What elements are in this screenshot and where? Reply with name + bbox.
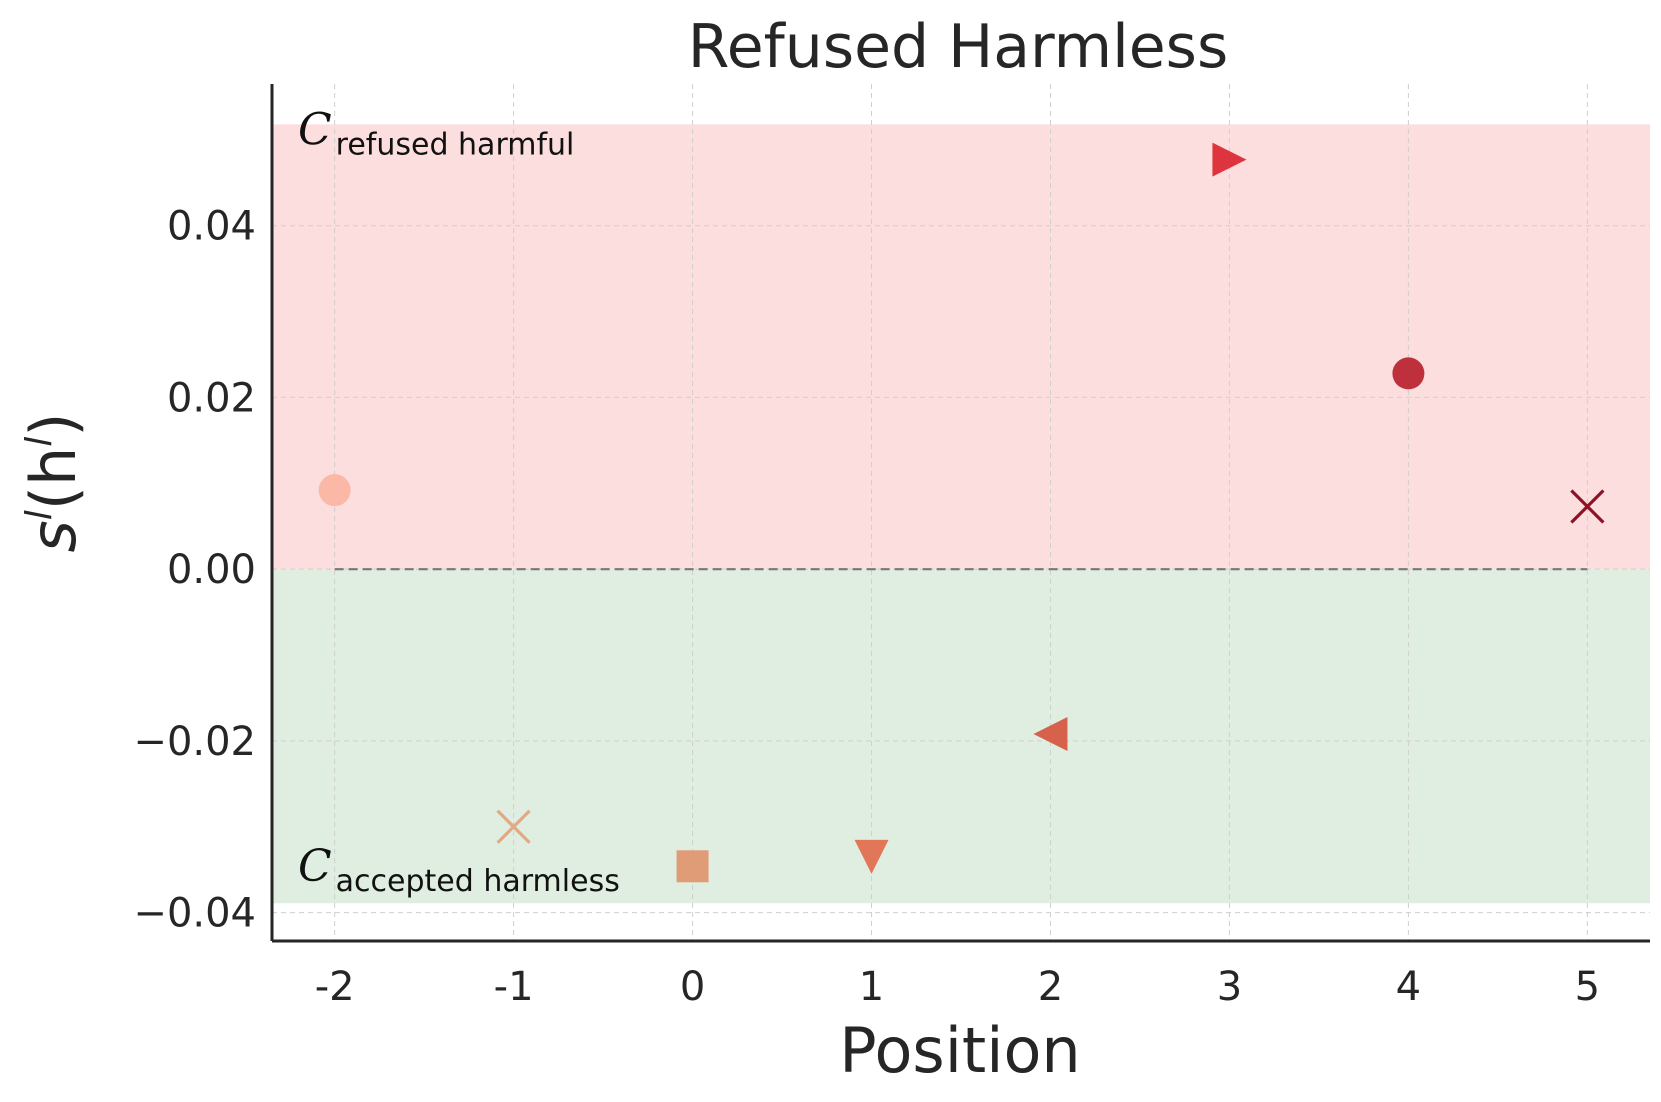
y-tick-label: 0.00 [167, 547, 256, 593]
data-point-circle [1392, 357, 1425, 390]
y-label-sup: l [19, 510, 60, 520]
x-tick-label: 0 [680, 964, 705, 1010]
chart-title: Refused Harmless [688, 12, 1228, 82]
x-tick-label: 4 [1396, 964, 1421, 1010]
y-tick-label: −0.04 [133, 891, 256, 937]
region-label-symbol: C [298, 104, 332, 155]
data-point-triangle-down [854, 839, 889, 874]
y-label-arg-close: ) [17, 412, 90, 436]
data-point-x [496, 809, 531, 844]
background-regions [272, 124, 1650, 904]
data-point-triangle-left [1033, 717, 1068, 752]
x-tick-label: -2 [315, 964, 355, 1010]
data-point-square [676, 850, 709, 883]
x-tick-label: -1 [494, 964, 534, 1010]
gridlines [272, 84, 1650, 941]
x-axis-label: Position [839, 1014, 1080, 1087]
y-tick-label: −0.02 [133, 719, 256, 765]
region-label-symbol: C [298, 841, 332, 892]
data-point-triangle-right [1212, 142, 1247, 177]
x-tick-label: 2 [1038, 964, 1063, 1010]
data-point-circle [318, 474, 351, 507]
x-tick-label: 5 [1575, 964, 1600, 1010]
y-tick-labels: −0.04 −0.02 0.00 0.02 0.04 [133, 204, 256, 937]
y-label-arg-sup: l [19, 437, 60, 447]
y-tick-label: 0.04 [167, 204, 256, 250]
y-axis-label: sl(hl) [17, 412, 90, 552]
data-points [318, 142, 1605, 883]
x-tick-label: 1 [859, 964, 884, 1010]
region-label-subscript: accepted harmless [336, 864, 620, 899]
y-tick-label: 0.02 [167, 375, 256, 421]
x-tick-label: 3 [1217, 964, 1242, 1010]
y-label-arg-open: (h [17, 447, 90, 510]
y-label-base: s [17, 520, 90, 552]
data-point-x [1570, 489, 1605, 524]
x-tick-labels: -2 -1 0 1 2 3 4 5 [315, 964, 1600, 1010]
axes [270, 84, 1650, 943]
region-label-subscript: refused harmful [336, 127, 575, 162]
refused-harmful-region [272, 124, 1650, 570]
accepted-harmless-region [272, 569, 1650, 904]
